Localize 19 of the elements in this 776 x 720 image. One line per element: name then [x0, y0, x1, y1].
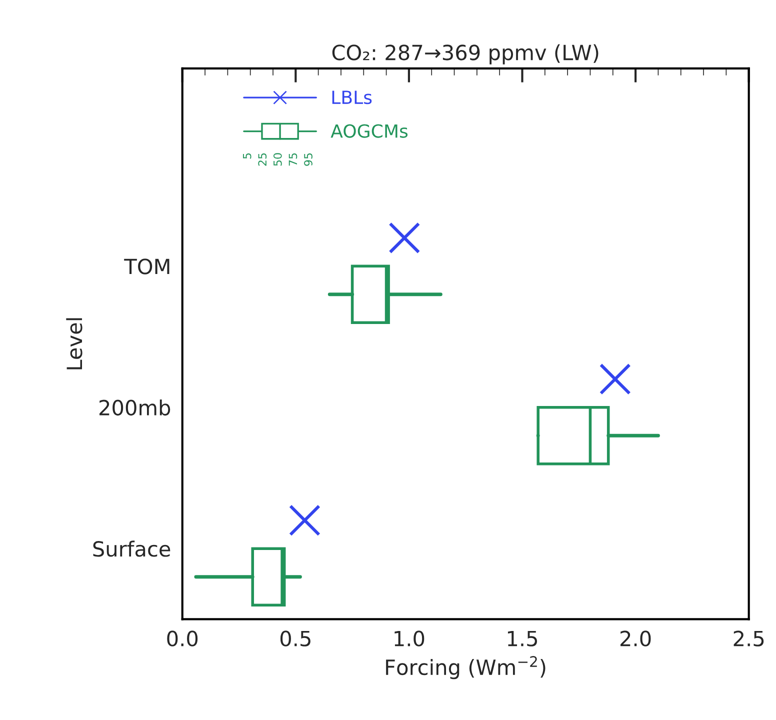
x-tick-label: 1.0 [394, 630, 424, 646]
x-tick-label: 1.5 [508, 630, 537, 646]
text: 50 [273, 153, 282, 166]
text: 75 [288, 153, 298, 166]
y-axis-title: Level [66, 318, 82, 370]
legend-label: LBLs [332, 90, 372, 104]
text: 25 [258, 153, 267, 166]
legend-label: AOGCMs [330, 124, 408, 138]
x-tick-label: 0.5 [280, 630, 310, 646]
y-tick-label: TOM [124, 258, 170, 274]
y-tick-label: Surface [93, 540, 170, 557]
chart-title: CO₂: 287→369 ppmv (LW) [332, 44, 598, 64]
text: 5 [243, 153, 252, 159]
x-tick-label: 0.0 [167, 630, 198, 646]
x-tick-label: 2.0 [620, 630, 651, 646]
x-tick-label: 2.5 [734, 630, 764, 646]
x-axis-title: Forcing (Wm$^{−2}$) [386, 656, 546, 680]
text: 95 [304, 153, 312, 166]
y-tick-label: 200mb [99, 399, 170, 416]
